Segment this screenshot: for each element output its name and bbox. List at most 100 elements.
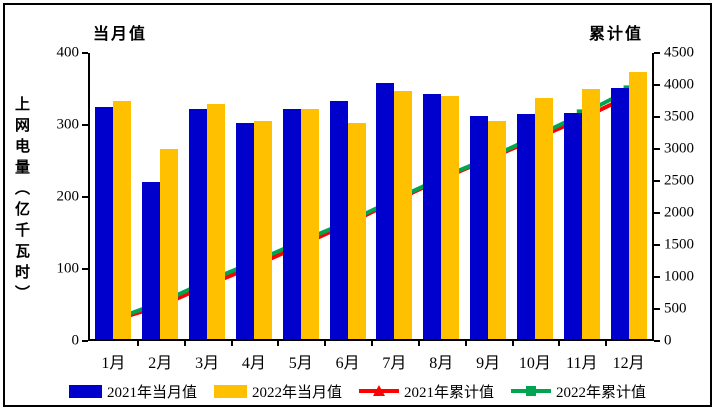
right-axis-tick <box>654 308 660 310</box>
legend-item-2021-cumulative: 2021年累计值 <box>359 381 494 402</box>
x-axis-label-4月: 4月 <box>241 355 266 372</box>
x-axis-tick <box>558 341 561 346</box>
bar-2022年当月值-6月 <box>347 122 366 341</box>
square-marker-icon <box>526 386 537 396</box>
x-axis-label-7月: 7月 <box>382 355 407 372</box>
bar-2022年当月值-1月 <box>113 101 132 341</box>
bar-2022年当月值-3月 <box>207 104 226 341</box>
legend-item-2021-monthly: 2021年当月值 <box>68 381 197 402</box>
x-axis-tick <box>136 341 139 346</box>
left-axis-tick <box>82 52 88 54</box>
bar-2022年当月值-4月 <box>253 120 272 341</box>
legend: 2021年当月值 2022年当月值 2021年累计值 2022年累计值 <box>0 380 715 402</box>
right-axis-tick <box>654 340 660 342</box>
bar-2022年当月值-8月 <box>441 95 460 341</box>
bar-2021年当月值-4月 <box>235 122 254 341</box>
left-axis-title: 上网电量（亿千瓦时） <box>13 96 29 306</box>
x-axis-line <box>88 339 654 341</box>
legend-item-2022-cumulative: 2022年累计值 <box>511 381 646 402</box>
bar-2021年当月值-7月 <box>376 82 395 341</box>
legend-label-2021-monthly: 2021年当月值 <box>106 384 197 401</box>
left-axis-tick <box>82 340 88 342</box>
right-axis-tick-label: 2000 <box>664 204 694 221</box>
bar-2021年当月值-10月 <box>516 114 535 341</box>
x-axis-tick <box>605 341 608 346</box>
bar-2021年当月值-12月 <box>610 87 629 341</box>
right-axis-header: 累计值 <box>589 26 644 43</box>
right-axis-tick-label: 500 <box>664 300 687 317</box>
left-axis-tick <box>82 196 88 198</box>
x-axis-label-2月: 2月 <box>148 355 173 372</box>
right-axis-tick <box>654 276 660 278</box>
bar-2022年当月值-11月 <box>581 89 600 341</box>
right-axis-tick-label: 1000 <box>664 268 694 285</box>
bar-2021年当月值-11月 <box>563 112 582 341</box>
left-axis-line <box>88 53 90 341</box>
bar-2021年当月值-3月 <box>189 109 208 341</box>
bar-2022年当月值-2月 <box>160 148 179 341</box>
right-axis-tick <box>654 148 660 150</box>
legend-label-2022-cumulative: 2022年累计值 <box>556 384 647 401</box>
x-axis-tick <box>183 341 186 346</box>
bar-2021年当月值-8月 <box>423 94 442 341</box>
left-axis-tick-label: 300 <box>56 116 80 133</box>
x-axis-tick <box>371 341 373 346</box>
legend-swatch-2021-cumulative-line <box>359 384 399 398</box>
triangle-marker-icon <box>373 385 385 396</box>
legend-swatch-2022-monthly-bar <box>213 384 247 398</box>
bar-2022年当月值-10月 <box>534 97 553 341</box>
right-axis-tick-label: 0 <box>664 332 672 349</box>
x-axis-label-1月: 1月 <box>101 355 126 372</box>
x-axis-label-8月: 8月 <box>429 355 454 372</box>
bar-2022年当月值-7月 <box>394 91 413 341</box>
right-axis-tick <box>654 84 660 86</box>
legend-item-2022-monthly: 2022年当月值 <box>213 381 342 402</box>
right-axis-tick-label: 2500 <box>664 172 694 189</box>
bar-2022年当月值-12月 <box>628 71 647 341</box>
x-axis-label-3月: 3月 <box>195 355 220 372</box>
right-axis-tick <box>654 116 660 118</box>
bar-2021年当月值-2月 <box>142 181 161 341</box>
right-axis-tick-label: 4500 <box>664 44 694 61</box>
legend-label-2022-monthly: 2022年当月值 <box>251 384 342 401</box>
right-axis-tick-label: 4000 <box>664 76 694 93</box>
right-axis-line <box>652 53 654 341</box>
left-axis-header: 当月值 <box>93 26 148 43</box>
left-axis-tick-label: 200 <box>56 188 80 205</box>
bar-2021年当月值-6月 <box>329 100 348 341</box>
x-axis-tick <box>417 341 420 346</box>
plot-area <box>90 53 652 341</box>
x-axis-tick <box>277 341 280 346</box>
x-axis-label-6月: 6月 <box>335 355 360 372</box>
x-axis-label-9月: 9月 <box>476 355 501 372</box>
bar-2021年当月值-5月 <box>282 109 301 341</box>
right-axis-tick-label: 3000 <box>664 140 694 157</box>
right-axis-tick <box>654 212 660 214</box>
x-axis-label-10月: 10月 <box>518 355 551 372</box>
right-axis-tick <box>654 180 660 182</box>
left-axis-tick <box>82 124 88 126</box>
right-axis-tick <box>654 52 660 54</box>
right-axis-tick-label: 1500 <box>664 236 694 253</box>
bar-2022年当月值-9月 <box>488 121 507 341</box>
x-axis-tick <box>324 341 327 346</box>
left-axis-tick-label: 400 <box>56 44 80 61</box>
left-axis-tick-label: 100 <box>56 260 80 277</box>
x-axis-tick <box>230 341 233 346</box>
x-axis-tick <box>511 341 514 346</box>
legend-swatch-2021-monthly-bar <box>68 384 102 398</box>
x-axis-label-5月: 5月 <box>288 355 313 372</box>
x-axis-label-11月: 11月 <box>566 355 598 372</box>
legend-label-2021-cumulative: 2021年累计值 <box>404 384 495 401</box>
bar-2021年当月值-1月 <box>95 107 114 341</box>
legend-swatch-2022-cumulative-line <box>511 384 552 398</box>
bar-2021年当月值-9月 <box>470 116 489 341</box>
bar-2022年当月值-5月 <box>300 109 319 341</box>
left-axis-tick <box>82 268 88 270</box>
right-axis-tick <box>654 244 660 246</box>
x-axis-tick <box>464 341 467 346</box>
x-axis-label-12月: 12月 <box>612 355 645 372</box>
right-axis-tick-label: 3500 <box>664 108 694 125</box>
left-axis-tick-label: 0 <box>71 332 80 349</box>
